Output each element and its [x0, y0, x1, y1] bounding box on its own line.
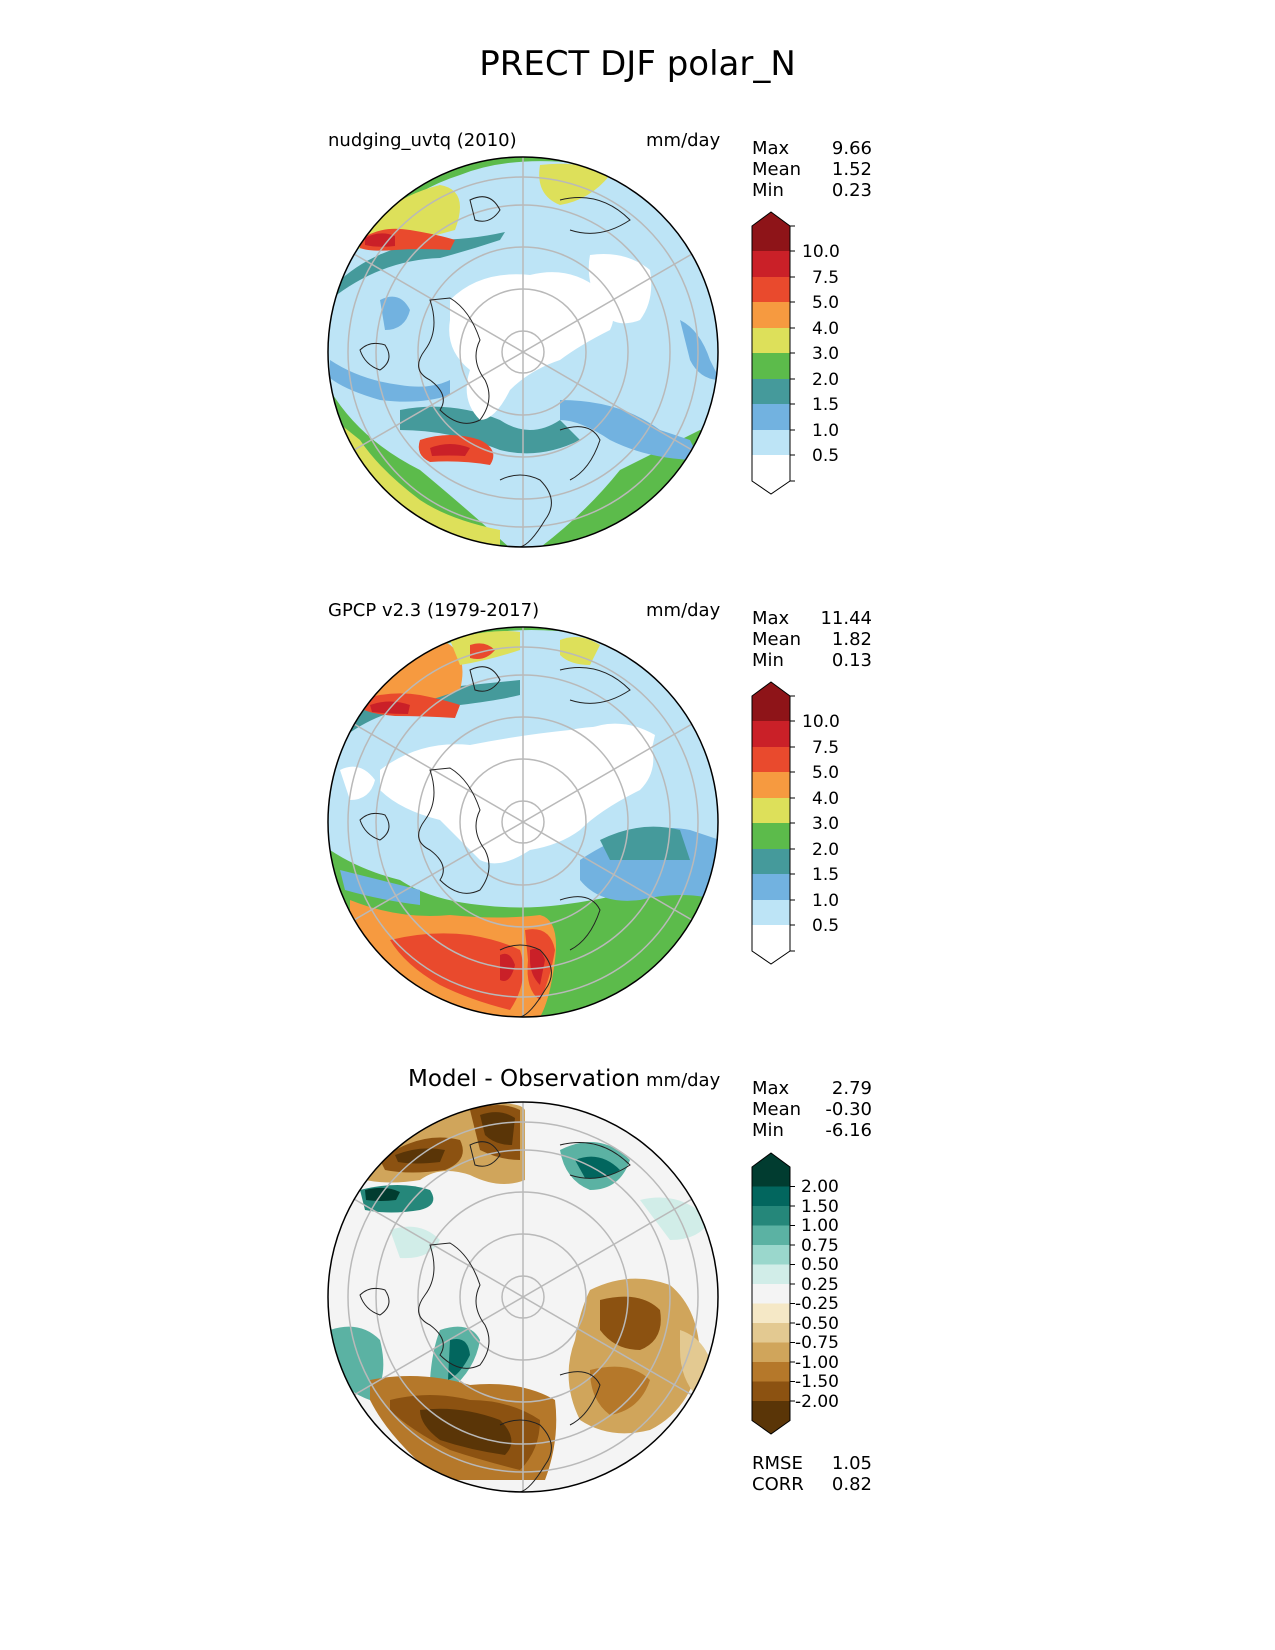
cbar-1-tick: 10.0	[802, 242, 840, 262]
cbar-1-tick: 0.5	[812, 446, 840, 466]
panel-3-stat-label-corr: CORR	[752, 1474, 804, 1495]
panel-2-stat-label-mean: Mean	[752, 629, 802, 650]
panel-3-units: mm/day	[646, 1070, 721, 1091]
cbar-1-tick: 1.5	[812, 395, 840, 415]
panel-2-units: mm/day	[646, 600, 721, 621]
panel-1-units: mm/day	[646, 130, 721, 151]
panel-3-colorbar	[751, 1152, 795, 1435]
cbar-3-tick: 1.00	[801, 1216, 839, 1236]
panel-3-stat-value-corr: 0.82	[831, 1474, 872, 1495]
cbar-1-tick: 5.0	[812, 293, 840, 313]
panel-1-title: nudging_uvtq (2010)	[328, 130, 517, 151]
panel-3-stat-value-min: -6.16	[825, 1120, 872, 1141]
cbar-3-tick: -1.00	[795, 1353, 839, 1373]
panel-2-title: GPCP v2.3 (1979-2017)	[328, 600, 540, 621]
panel-1-stat-value-max: 9.66	[831, 138, 872, 159]
panel-3-stat-value-rmse: 1.05	[831, 1453, 872, 1474]
panel-3-stat-label-max: Max	[752, 1078, 790, 1099]
cbar-3-tick: -0.25	[795, 1294, 839, 1314]
panel-1-map	[327, 156, 719, 548]
panel-1-colorbar	[751, 211, 795, 495]
panel-3-map	[327, 1101, 719, 1493]
cbar-3-tick: 0.50	[801, 1255, 839, 1275]
cbar-2-tick: 4.0	[812, 789, 840, 809]
cbar-1-tick: 1.0	[812, 421, 840, 441]
cbar-2-tick: 2.0	[812, 840, 840, 860]
panel-2-stat-value-max: 11.44	[820, 608, 872, 629]
panel-2-colorbar	[751, 681, 795, 965]
panel-3-stat-label-mean: Mean	[752, 1099, 802, 1120]
panel-3-stat-value-mean: -0.30	[825, 1099, 872, 1120]
panel-2-stat-value-min: 0.13	[831, 650, 872, 671]
cbar-3-tick: -2.00	[795, 1392, 839, 1412]
cbar-1-tick: 4.0	[812, 319, 840, 339]
panel-3-stat-label-rmse: RMSE	[752, 1453, 803, 1474]
cbar-2-tick: 1.5	[812, 865, 840, 885]
panel-1-stat-label-max: Max	[752, 138, 790, 159]
cbar-2-tick: 3.0	[812, 814, 840, 834]
cbar-3-tick: -0.75	[795, 1333, 839, 1353]
panel-2-map	[327, 626, 719, 1018]
cbar-3-tick: 2.00	[801, 1177, 839, 1197]
cbar-2-tick: 5.0	[812, 763, 840, 783]
panel-1-stat-value-mean: 1.52	[831, 159, 872, 180]
cbar-2-tick: 7.5	[812, 738, 840, 758]
cbar-3-tick: 0.75	[801, 1236, 839, 1256]
cbar-1-tick: 3.0	[812, 344, 840, 364]
cbar-2-tick: 1.0	[812, 891, 840, 911]
panel-3-stat-value-max: 2.79	[831, 1078, 872, 1099]
cbar-2-tick: 10.0	[802, 712, 840, 732]
cbar-1-tick: 2.0	[812, 370, 840, 390]
panel-2-stat-label-max: Max	[752, 608, 790, 629]
cbar-3-tick: -1.50	[795, 1372, 839, 1392]
panel-3-title: Model - Observation	[408, 1066, 641, 1092]
cbar-2-tick: 0.5	[812, 916, 840, 936]
panel-2-stat-label-min: Min	[752, 650, 784, 671]
panel-3-stat-label-min: Min	[752, 1120, 784, 1141]
cbar-1-tick: 7.5	[812, 268, 840, 288]
panel-2-stat-value-mean: 1.82	[831, 629, 872, 650]
cbar-3-tick: 0.25	[801, 1275, 839, 1295]
cbar-3-tick: 1.50	[801, 1197, 839, 1217]
panel-1-stat-value-min: 0.23	[831, 180, 872, 201]
panel-1-stat-label-min: Min	[752, 180, 784, 201]
panel-1-stat-label-mean: Mean	[752, 159, 802, 180]
figure-title: PRECT DJF polar_N	[479, 44, 796, 84]
cbar-3-tick: -0.50	[795, 1314, 839, 1334]
